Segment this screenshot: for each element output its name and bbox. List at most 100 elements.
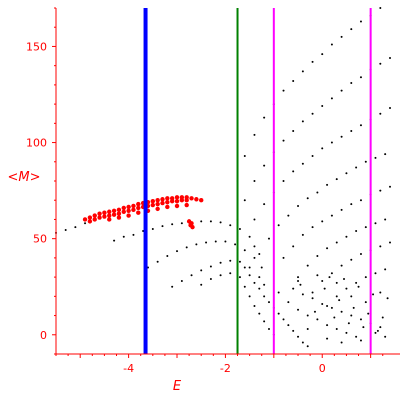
data-point-0-145 [345, 287, 348, 290]
data-point-0-36 [180, 279, 183, 282]
data-point-0-120 [359, 199, 362, 202]
x-tick-label-1: -2 [220, 362, 231, 375]
data-point-0-21 [258, 253, 261, 256]
data-point-0-17 [229, 224, 232, 227]
data-point-0-159 [287, 324, 290, 327]
data-point-0-10 [161, 225, 164, 228]
data-point-0-169 [263, 320, 266, 323]
data-point-0-191 [297, 279, 300, 282]
data-point-0-168 [258, 312, 261, 315]
data-point-1-6 [111, 208, 117, 213]
data-point-0-185 [316, 318, 319, 321]
data-point-0-153 [258, 287, 261, 290]
data-point-1-17 [165, 196, 170, 201]
data-point-0-45 [263, 283, 266, 286]
data-point-0-102 [297, 204, 300, 207]
data-point-0-33 [253, 256, 256, 259]
data-point-1-39 [155, 201, 160, 207]
data-point-0-2 [74, 226, 77, 229]
data-point-0-43 [248, 266, 251, 269]
data-point-1-0 [82, 217, 88, 222]
data-point-0-197 [306, 328, 309, 331]
y-tick-label-2: 100 [26, 137, 47, 150]
data-point-1-45 [184, 198, 189, 203]
data-point-0-51 [243, 155, 246, 158]
data-point-1-35 [136, 205, 141, 211]
data-point-1-1 [87, 215, 93, 220]
data-point-0-14 [200, 220, 203, 223]
data-point-1-25 [87, 219, 93, 224]
data-point-0-113 [292, 245, 295, 248]
data-point-0-7 [132, 233, 135, 236]
data-point-0-133 [384, 218, 387, 221]
data-point-1-52 [165, 204, 170, 210]
data-point-0-174 [311, 297, 314, 300]
data-point-0-78 [340, 89, 343, 92]
data-point-1-9 [126, 204, 131, 210]
data-point-0-163 [306, 345, 309, 348]
series-1 [82, 195, 204, 230]
data-point-0-164 [238, 276, 241, 279]
data-point-0-62 [350, 28, 353, 31]
data-point-0-90 [311, 155, 314, 158]
data-point-0-108 [355, 166, 358, 169]
data-point-0-24 [166, 254, 169, 257]
data-point-0-118 [340, 208, 343, 211]
data-point-0-148 [374, 272, 377, 275]
data-point-0-160 [292, 329, 295, 332]
data-point-0-126 [316, 254, 319, 257]
y-tick-label-3: 150 [26, 40, 47, 53]
data-point-0-39 [209, 265, 212, 268]
data-point-0-136 [330, 272, 333, 275]
data-point-0-146 [355, 281, 358, 284]
data-point-0-110 [374, 156, 377, 159]
data-point-1-53 [174, 203, 180, 209]
data-point-0-147 [364, 276, 367, 279]
data-point-0-162 [301, 341, 304, 344]
x-tick-label-2: 0 [319, 362, 326, 375]
data-point-0-101 [287, 214, 290, 217]
data-point-1-31 [116, 211, 122, 216]
data-point-0-20 [253, 245, 256, 248]
data-point-0-48 [219, 274, 222, 277]
data-point-0-19 [248, 235, 251, 238]
data-point-0-53 [263, 116, 266, 119]
data-point-0-84 [253, 218, 256, 221]
x-tick-label-0: -4 [123, 362, 134, 375]
data-point-0-79 [350, 81, 353, 84]
data-point-0-135 [321, 279, 324, 282]
data-point-0-211 [347, 322, 350, 325]
data-point-0-103 [306, 197, 309, 200]
data-point-0-137 [340, 264, 343, 267]
data-point-0-152 [253, 281, 256, 284]
data-point-0-58 [311, 60, 314, 63]
data-point-1-51 [155, 206, 160, 212]
data-point-0-42 [238, 260, 241, 263]
data-point-0-40 [219, 261, 222, 264]
data-point-0-73 [292, 130, 295, 133]
data-point-0-128 [335, 241, 338, 244]
data-point-0-95 [359, 124, 362, 127]
data-point-0-142 [389, 241, 391, 244]
data-point-0-100 [277, 224, 280, 227]
vertical-lines-layer [143, 8, 372, 354]
data-point-0-200 [359, 339, 362, 342]
data-point-1-40 [160, 200, 165, 206]
data-point-0-186 [326, 324, 329, 327]
data-point-0-166 [248, 295, 251, 298]
data-point-0-204 [323, 287, 326, 290]
data-point-0-177 [340, 310, 343, 313]
data-point-0-5 [113, 239, 116, 242]
data-point-0-85 [263, 203, 266, 206]
data-point-0-91 [321, 147, 324, 150]
data-point-1-47 [116, 215, 122, 220]
data-point-0-60 [330, 43, 333, 46]
data-point-0-56 [292, 80, 295, 83]
data-point-0-18 [238, 228, 241, 231]
data-point-1-46 [107, 217, 112, 222]
data-point-0-57 [301, 70, 304, 73]
data-point-0-99 [267, 237, 270, 240]
data-point-1-19 [174, 195, 180, 200]
data-point-0-123 [389, 185, 391, 188]
